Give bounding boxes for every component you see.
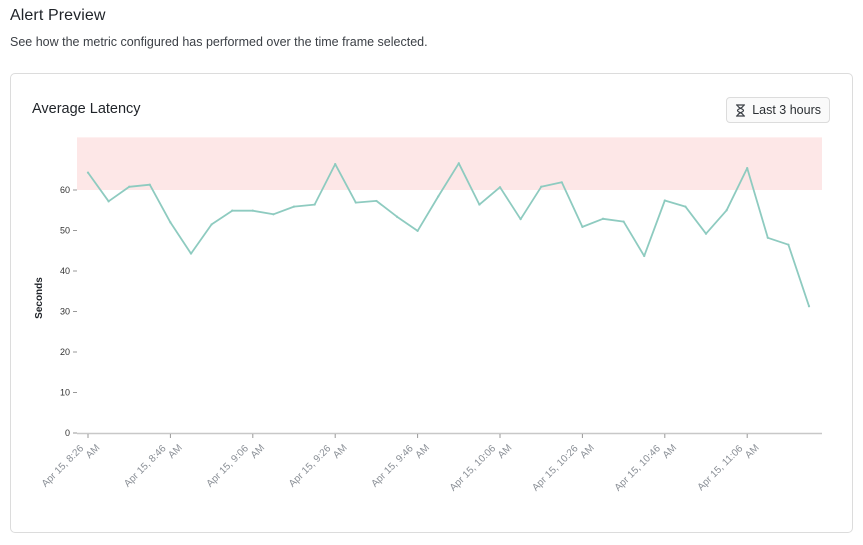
latency-data-point: [540, 185, 543, 188]
latency-data-point: [251, 209, 254, 212]
latency-data-point: [807, 305, 811, 308]
latency-data-point: [292, 205, 296, 208]
y-tick-label: 10: [60, 388, 70, 398]
latency-data-point: [601, 217, 605, 220]
latency-data-point: [437, 195, 440, 198]
x-tick-label-ampm: AM: [166, 443, 184, 461]
latency-data-point: [581, 225, 584, 228]
latency-data-point: [457, 162, 460, 165]
y-tick-label: 30: [60, 307, 70, 317]
latency-data-point: [231, 209, 234, 212]
x-tick-label-ampm: AM: [743, 443, 761, 461]
time-range-label: Last 3 hours: [752, 103, 821, 117]
latency-data-point: [684, 205, 687, 208]
x-tick-label-date: Apr 15, 9:26: [287, 443, 334, 490]
latency-data-point: [148, 183, 151, 186]
latency-data-point: [107, 200, 110, 203]
y-tick-label: 20: [60, 347, 70, 357]
x-tick-label-ampm: AM: [249, 443, 267, 461]
latency-data-point: [746, 167, 749, 170]
latency-data-point: [704, 232, 708, 235]
latency-data-point: [519, 218, 522, 221]
hourglass-icon: [735, 103, 746, 117]
latency-data-point: [622, 220, 625, 223]
x-tick-label-date: Apr 15, 9:46: [369, 443, 416, 490]
latency-data-point: [395, 215, 399, 218]
x-tick-label-ampm: AM: [578, 443, 596, 461]
latency-data-point: [210, 223, 213, 226]
latency-data-point: [334, 162, 337, 166]
x-tick-label-date: Apr 15, 8:26: [40, 443, 87, 490]
latency-data-point: [560, 181, 563, 184]
latency-data-point: [663, 199, 666, 202]
y-tick-label: 40: [60, 266, 70, 276]
x-tick-label-date: Apr 15, 10:06: [448, 443, 499, 494]
y-tick-label: 50: [60, 226, 70, 236]
time-range-button[interactable]: Last 3 hours: [726, 97, 830, 123]
y-tick-label: 0: [65, 428, 70, 438]
latency-data-point: [313, 203, 316, 206]
x-tick-label-ampm: AM: [331, 443, 349, 461]
latency-data-point: [86, 171, 90, 174]
y-tick-label: 60: [60, 185, 70, 195]
latency-data-point: [725, 209, 728, 212]
x-tick-label-date: Apr 15, 10:46: [613, 443, 664, 494]
y-axis-label: Seconds: [34, 277, 45, 319]
x-tick-label-date: Apr 15, 9:06: [205, 443, 252, 490]
x-tick-label-date: Apr 15, 8:46: [122, 443, 169, 490]
latency-data-point: [272, 213, 275, 216]
x-tick-label-ampm: AM: [496, 443, 514, 461]
latency-data-point: [169, 221, 172, 224]
latency-data-point: [128, 185, 131, 188]
chart-title: Average Latency: [32, 101, 141, 117]
x-tick-label-ampm: AM: [414, 443, 432, 461]
latency-data-point: [766, 236, 769, 239]
latency-data-point: [354, 201, 357, 204]
page-title: Alert Preview: [10, 7, 106, 24]
latency-data-point: [643, 254, 646, 258]
latency-data-point: [787, 243, 790, 246]
latency-data-point: [498, 186, 502, 189]
latency-data-point: [478, 203, 481, 206]
x-tick-label-date: Apr 15, 11:06: [696, 443, 746, 493]
latency-series-line: [87, 162, 810, 307]
latency-data-point: [416, 229, 419, 233]
x-tick-label-date: Apr 15, 10:26: [530, 443, 581, 494]
x-tick-label-ampm: AM: [84, 443, 102, 461]
x-tick-label-ampm: AM: [661, 443, 679, 461]
latency-data-point: [375, 199, 378, 203]
latency-data-point: [189, 252, 193, 255]
page-subtitle: See how the metric configured has perfor…: [10, 35, 428, 49]
threshold-band: [77, 137, 822, 190]
